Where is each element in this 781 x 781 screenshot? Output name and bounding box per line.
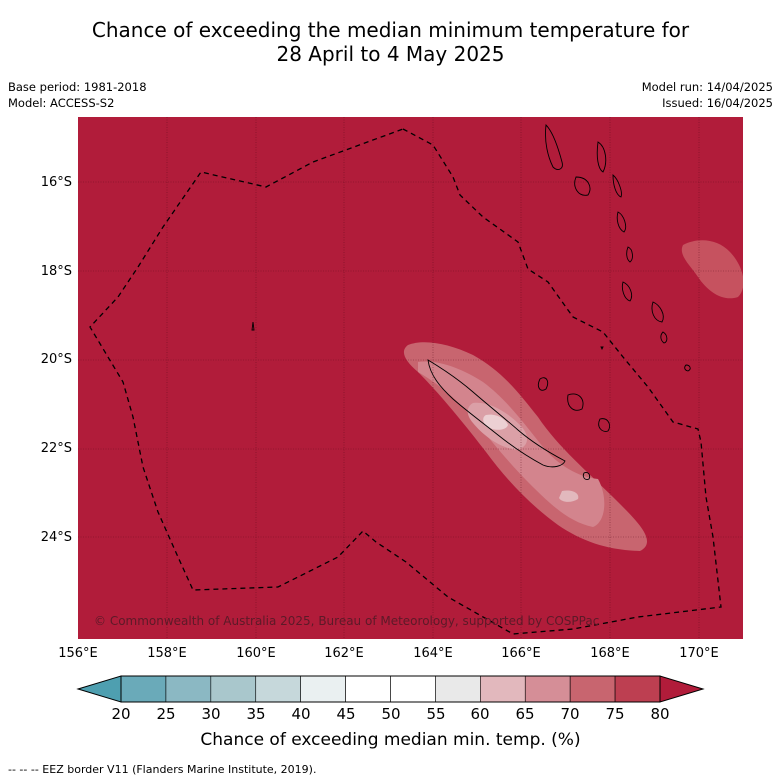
cbar-tick-30: 30 — [201, 705, 221, 723]
colorbar-under-triangle — [76, 675, 122, 703]
lon-label-170e: 170°E — [679, 646, 719, 661]
cbar-tick-55: 55 — [426, 705, 446, 723]
colorbar-cell — [165, 675, 212, 703]
colorbar-cell — [345, 675, 391, 703]
colorbar-over-triangle — [659, 675, 705, 703]
colorbar-cell — [120, 675, 167, 703]
cbar-tick-45: 45 — [336, 705, 356, 723]
title-line-2: 28 April to 4 May 2025 — [276, 42, 505, 66]
new-caledonia — [427, 359, 566, 468]
colorbar-cell — [210, 675, 257, 703]
cbar-tick-20: 20 — [111, 705, 131, 723]
cbar-tick-40: 40 — [291, 705, 311, 723]
cbar-tick-25: 25 — [156, 705, 176, 723]
colorbar — [76, 675, 705, 703]
lon-label-162e: 162°E — [324, 646, 364, 661]
cbar-tick-60: 60 — [470, 705, 490, 723]
small-islet-1 — [251, 321, 255, 331]
cbar-tick-75: 75 — [605, 705, 625, 723]
model-name: Model: ACCESS-S2 — [8, 96, 115, 110]
map-title: Chance of exceeding the median minimum t… — [0, 18, 781, 66]
cbar-tick-35: 35 — [246, 705, 266, 723]
colorbar-cell — [435, 675, 481, 703]
copyright-notice: © Commonwealth of Australia 2025, Bureau… — [94, 614, 600, 628]
title-line-1: Chance of exceeding the median minimum t… — [91, 18, 690, 42]
graticule — [78, 117, 743, 639]
vanuatu-north — [545, 124, 622, 198]
lon-label-168e: 168°E — [590, 646, 630, 661]
colorbar-cell — [569, 675, 616, 703]
cbar-tick-70: 70 — [560, 705, 580, 723]
base-period: Base period: 1981-2018 — [8, 80, 147, 94]
lat-label-18s: 18°S — [40, 264, 72, 279]
lon-label-156e: 156°E — [58, 646, 98, 661]
forecast-map[interactable] — [78, 117, 743, 639]
cbar-tick-80: 80 — [650, 705, 670, 723]
loyalty-islands — [537, 377, 611, 432]
eez-border — [89, 128, 722, 635]
contour-70-ne — [681, 240, 743, 299]
eez-legend-note: -- -- -- EEZ border V11 (Flanders Marine… — [8, 763, 317, 776]
colorbar-label: Chance of exceeding median min. temp. (%… — [200, 730, 581, 750]
small-islet-2 — [600, 346, 604, 351]
colorbar-cells — [120, 675, 661, 703]
contour-60-a — [483, 414, 508, 430]
meta-left: Base period: 1981-2018 Model: ACCESS-S2 — [8, 79, 147, 111]
lon-label-158e: 158°E — [147, 646, 187, 661]
colorbar-cell — [255, 675, 301, 703]
model-run: Model run: 14/04/2025 — [641, 80, 773, 94]
colorbar-cell — [524, 675, 571, 703]
colorbar-cell — [614, 675, 661, 703]
meta-right: Model run: 14/04/2025 Issued: 16/04/2025 — [642, 79, 773, 111]
map-canvas — [78, 117, 743, 639]
cbar-tick-50: 50 — [381, 705, 401, 723]
probability-contours — [403, 240, 743, 551]
vanuatu-central — [616, 211, 633, 302]
lon-label-164e: 164°E — [413, 646, 453, 661]
lon-label-160e: 160°E — [236, 646, 276, 661]
lat-label-22s: 22°S — [40, 441, 72, 456]
lat-label-20s: 20°S — [40, 352, 72, 367]
lat-label-24s: 24°S — [40, 530, 72, 545]
lat-label-16s: 16°S — [40, 175, 72, 190]
isle-of-pines — [582, 472, 591, 480]
cbar-tick-65: 65 — [515, 705, 535, 723]
contour-65-b — [559, 490, 579, 502]
vanuatu-south — [651, 301, 691, 372]
lon-label-166e: 166°E — [501, 646, 541, 661]
coastlines — [251, 124, 691, 480]
colorbar-cell — [390, 675, 436, 703]
colorbar-cell — [300, 675, 346, 703]
issued-date: Issued: 16/04/2025 — [662, 96, 773, 110]
colorbar-cell — [480, 675, 526, 703]
